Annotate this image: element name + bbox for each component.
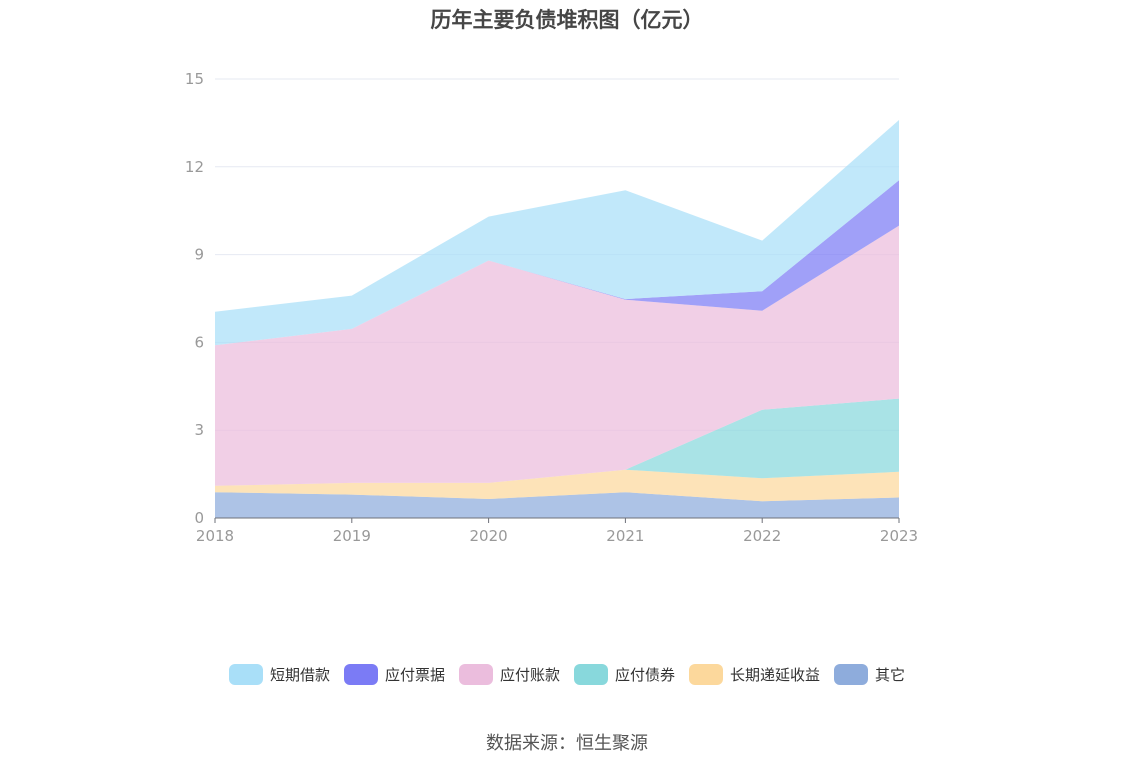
legend-swatch: [574, 664, 608, 685]
x-tick-label: 2022: [743, 527, 781, 545]
legend-item[interactable]: 应付票据: [343, 664, 445, 685]
y-tick-label: 0: [194, 509, 204, 527]
stacked-areas: [215, 120, 899, 518]
legend-item[interactable]: 应付账款: [458, 664, 560, 685]
legend-item[interactable]: 其它: [834, 664, 905, 685]
y-tick-label: 9: [194, 246, 204, 264]
series-area-1: [215, 469, 899, 502]
x-tick-label: 2018: [196, 527, 234, 545]
legend-label: 长期递延收益: [730, 666, 821, 684]
series-area-3: [215, 225, 899, 486]
legend-swatch: [228, 664, 263, 685]
axes: 0 3 6 9 12 15 2018 2019 2020 2021 2022 2023: [185, 70, 918, 545]
y-tick-label: 15: [185, 70, 204, 88]
legend-label: 应付账款: [499, 666, 560, 684]
x-tick-label: 2020: [470, 527, 508, 545]
series-area-4: [215, 180, 899, 346]
legend-label: 其它: [875, 666, 906, 684]
legend-label: 应付票据: [384, 666, 445, 684]
legend-label: 应付债券: [615, 666, 676, 684]
legend: 短期借款 应付票据 应付账款 应付债券 长期递延收益 其它: [0, 664, 1134, 685]
legend-swatch: [834, 664, 869, 685]
series-area-0: [215, 492, 899, 518]
legend-swatch: [689, 664, 724, 685]
y-tick-label: 6: [194, 333, 204, 351]
legend-item[interactable]: 短期借款: [228, 664, 330, 685]
legend-swatch: [458, 664, 493, 685]
legend-swatch: [343, 664, 378, 685]
y-tick-label: 12: [185, 158, 204, 176]
data-source: 数据来源：恒生聚源: [486, 733, 648, 754]
y-tick-label: 3: [194, 421, 204, 439]
legend-item[interactable]: 长期递延收益: [689, 664, 820, 685]
x-tick-label: 2023: [880, 527, 918, 545]
legend-item[interactable]: 应付债券: [574, 664, 675, 685]
series-area-2: [215, 398, 899, 486]
x-tick-label: 2021: [606, 527, 644, 545]
legend-label: 短期借款: [269, 666, 330, 684]
series-area-5: [215, 120, 899, 346]
chart-title: 历年主要负债堆积图（亿元）: [430, 8, 704, 32]
x-tick-label: 2019: [333, 527, 371, 545]
